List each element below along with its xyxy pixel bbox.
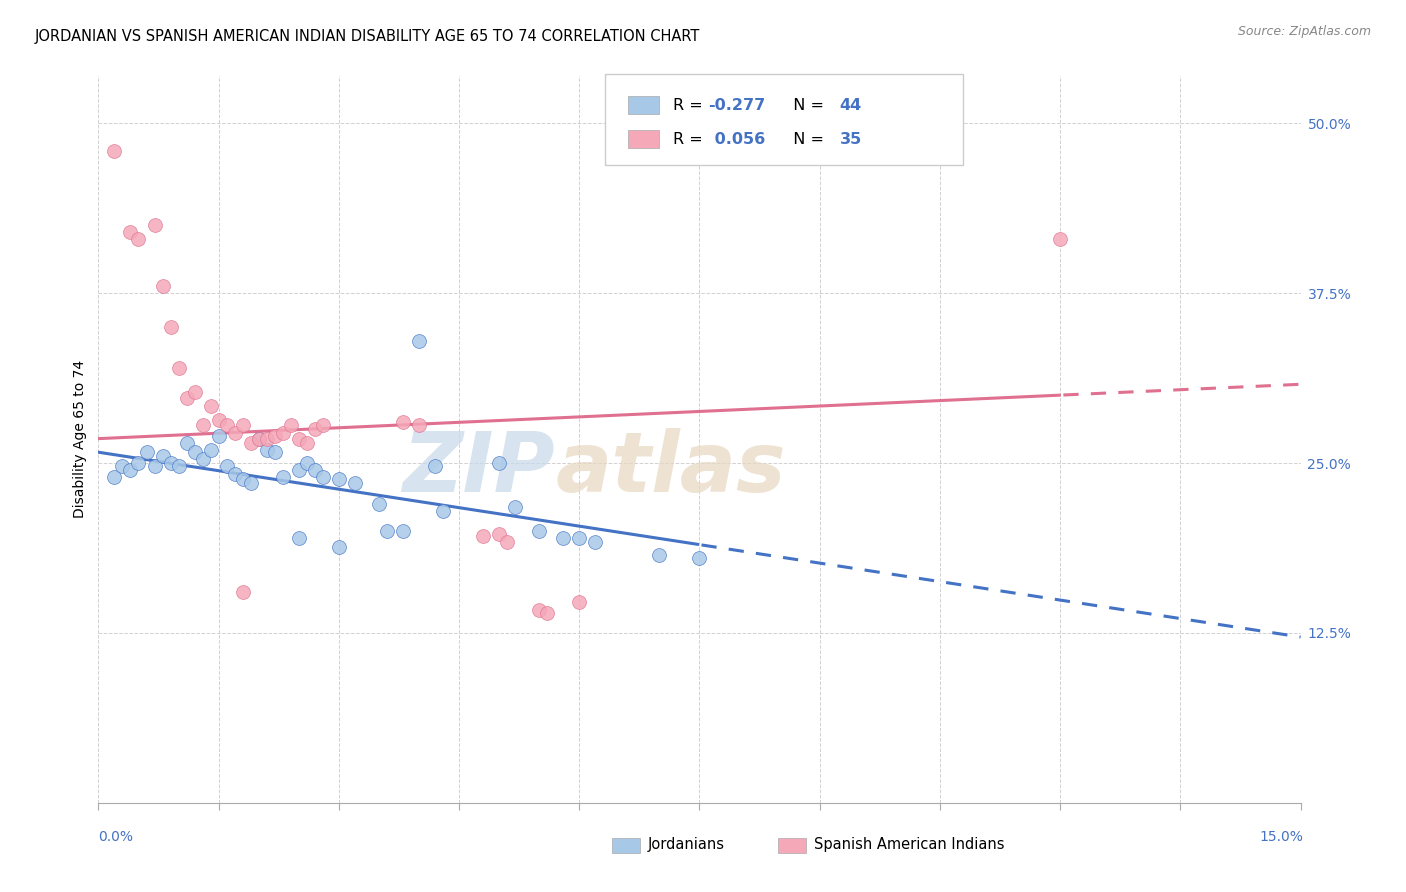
Point [159, 456, 181, 470]
Point [288, 531, 311, 545]
Point [143, 458, 166, 473]
Point [1049, 232, 1071, 246]
Text: R =: R = [673, 98, 709, 112]
Point [167, 458, 190, 473]
Point [368, 497, 391, 511]
Point [529, 524, 551, 538]
Point [183, 385, 205, 400]
Text: JORDANIAN VS SPANISH AMERICAN INDIAN DISABILITY AGE 65 TO 74 CORRELATION CHART: JORDANIAN VS SPANISH AMERICAN INDIAN DIS… [35, 29, 700, 44]
Point [103, 469, 125, 483]
Text: Spanish American Indians: Spanish American Indians [814, 838, 1004, 852]
Point [536, 606, 558, 620]
Point [568, 531, 591, 545]
Point [488, 456, 510, 470]
Point [288, 463, 311, 477]
Point [200, 399, 222, 413]
Point [472, 529, 495, 543]
Point [128, 456, 150, 470]
Point [200, 442, 222, 457]
Point [312, 418, 335, 433]
Point [648, 549, 671, 563]
Y-axis label: Disability Age 65 to 74: Disability Age 65 to 74 [73, 360, 87, 518]
Point [176, 391, 198, 405]
Text: 0.0%: 0.0% [98, 830, 134, 844]
Point [232, 418, 254, 433]
Point [423, 458, 446, 473]
Point [247, 432, 270, 446]
Point [408, 418, 430, 433]
Point [224, 426, 246, 441]
Point [120, 225, 142, 239]
Point [208, 412, 231, 426]
Point [328, 541, 350, 555]
Point [496, 535, 519, 549]
Point [529, 603, 551, 617]
Point [239, 435, 262, 450]
Point [111, 458, 134, 473]
Point [263, 445, 285, 459]
Point [304, 422, 326, 436]
Point [392, 524, 415, 538]
Text: 0.056: 0.056 [709, 132, 765, 146]
Point [432, 503, 454, 517]
Point [271, 426, 294, 441]
Text: atlas: atlas [555, 428, 786, 509]
Point [503, 500, 526, 514]
Point [328, 472, 350, 486]
Point [159, 320, 181, 334]
Point [271, 469, 294, 483]
Point [343, 476, 366, 491]
Point [215, 418, 238, 433]
Point [688, 551, 710, 566]
Point [232, 585, 254, 599]
Point [256, 442, 278, 457]
Point [135, 445, 157, 459]
Point [103, 144, 125, 158]
Point [247, 432, 270, 446]
Text: N =: N = [783, 98, 830, 112]
Text: N =: N = [783, 132, 830, 146]
Point [191, 452, 214, 467]
Point [288, 432, 311, 446]
Point [191, 418, 214, 433]
Text: 44: 44 [839, 98, 862, 112]
Point [312, 469, 335, 483]
Point [408, 334, 430, 348]
Point [167, 361, 190, 376]
Point [143, 219, 166, 233]
Point [375, 524, 398, 538]
Text: R =: R = [673, 132, 709, 146]
Text: Jordanians: Jordanians [648, 838, 725, 852]
Point [239, 476, 262, 491]
Point [183, 445, 205, 459]
Point [392, 415, 415, 429]
Point [256, 432, 278, 446]
Point [215, 458, 238, 473]
Point [280, 418, 302, 433]
Point [152, 450, 174, 464]
Point [583, 535, 606, 549]
Point [176, 435, 198, 450]
Text: ZIP: ZIP [402, 428, 555, 509]
Point [128, 232, 150, 246]
Point [488, 526, 510, 541]
Point [568, 595, 591, 609]
Point [263, 429, 285, 443]
Point [553, 531, 575, 545]
Point [224, 467, 246, 481]
Point [304, 463, 326, 477]
Text: -0.277: -0.277 [709, 98, 766, 112]
Text: Source: ZipAtlas.com: Source: ZipAtlas.com [1237, 25, 1371, 38]
Point [232, 472, 254, 486]
Point [295, 456, 318, 470]
Point [120, 463, 142, 477]
Point [295, 435, 318, 450]
Text: 35: 35 [839, 132, 862, 146]
Point [152, 279, 174, 293]
Text: 15.0%: 15.0% [1260, 830, 1303, 844]
Point [208, 429, 231, 443]
